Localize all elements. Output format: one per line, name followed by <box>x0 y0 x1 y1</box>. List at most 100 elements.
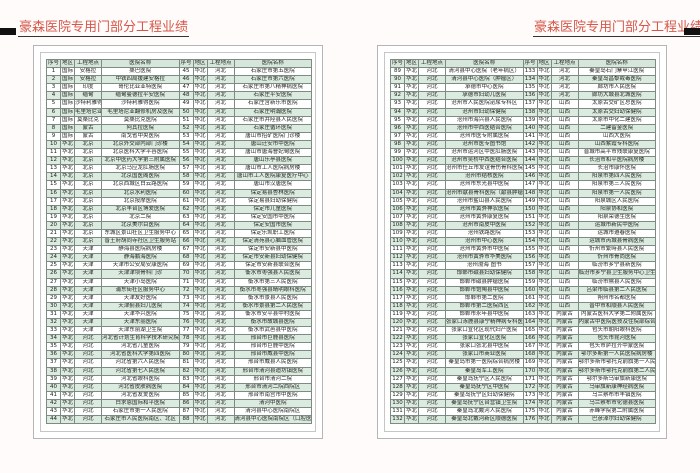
row-hospital-name: 沧州市中心医院 <box>445 237 524 247</box>
row-region: 华北 <box>192 398 208 409</box>
row-region: 华北 <box>192 342 208 352</box>
row-location: 内蒙古 <box>550 350 579 360</box>
row-location: 内蒙古 <box>550 398 579 409</box>
row-location: 天津 <box>74 317 102 328</box>
row-hospital-name: 中铁四局援建安格拉 <box>101 75 180 85</box>
row-hospital-name: 衡水市景县人民医院 <box>233 293 312 303</box>
row-number: 73 <box>178 293 194 303</box>
row-number: 84 <box>178 382 194 392</box>
table-row: 27 华北 天津 天津小岛医院 71 华北 河北 衡水市第三人民医院 <box>46 277 312 287</box>
row-hospital-name: 阳泉城区人民医院 <box>577 196 656 206</box>
row-hospital-name: 沧州市吴桥中西医结合医院 <box>445 156 524 166</box>
table-row: 40 华北 河北 河北省皮肤病医院 84 华北 河北 邢台市清河二院西院区 <box>46 382 312 392</box>
row-hospital-name: 唐山市汉唐医院 <box>233 180 312 190</box>
table-row: 37 华北 河北 河北省第六人民医院 81 华北 河北 邢台市威县人民医院 <box>46 358 312 368</box>
row-location: 山西 <box>550 172 579 182</box>
row-number: 81 <box>178 358 194 368</box>
table-row: 124 华北 河北 张家口市商业医院 168 华北 内蒙古 鄂尔多斯第一人民医院病房楼 <box>390 350 656 360</box>
row-region: 华北 <box>60 245 75 255</box>
row-hospital-name: 秦皇岛抚宁区中医院 <box>445 382 524 392</box>
row-hospital-name: 晋城市高平市残联康复医院 <box>577 148 656 158</box>
row-number: 44 <box>46 415 61 425</box>
row-location: 安格拉 <box>74 67 102 77</box>
row-hospital-name: 天津华兴医院 <box>101 309 180 320</box>
row-hospital-name: 南戈省中央医院 <box>101 131 180 141</box>
row-number: 91 <box>390 83 405 93</box>
row-location: 河北 <box>206 390 235 400</box>
row-number: 1 <box>46 67 61 77</box>
row-number: 120 <box>390 317 405 328</box>
row-location: 天津 <box>74 277 102 287</box>
document-page-left: 序号 地区 工程地点 医院名称 序号 地区 工程地点 医院名称 1 国际 安格拉 桑巴医院 45 华北 河北… <box>33 45 323 439</box>
header-hospital: 医院名称 <box>577 58 656 69</box>
row-hospital-name: 邢台市威县中医院 <box>233 350 312 360</box>
row-region: 华北 <box>60 261 75 271</box>
row-location: 河北 <box>418 285 446 295</box>
row-location: 内蒙古 <box>550 407 579 417</box>
row-hospital-name: 保定安国市中医院 <box>233 212 312 222</box>
row-location: 山西 <box>550 228 579 239</box>
row-hospital-name: 天津友好医院 <box>101 293 180 303</box>
row-region: 华北 <box>192 91 208 101</box>
row-number: 63 <box>178 212 194 222</box>
row-region: 华北 <box>536 212 552 222</box>
row-hospital-name: 河北省友爱医院 <box>101 390 180 400</box>
row-hospital-name: 石家庄明瀚医院 <box>233 107 312 117</box>
row-location: 北京 <box>74 156 102 166</box>
row-location: 河北 <box>418 374 446 384</box>
row-location: 北京 <box>74 220 102 230</box>
row-hospital-name: 河北省医科大学第四医院 <box>101 350 180 360</box>
row-location: 河北 <box>418 382 446 392</box>
row-location: 河北 <box>418 358 446 368</box>
table-row: 5 国际 沙特利雅得 沙特利雅得医院 49 华北 河北 石家庄含新乐市医院 <box>46 99 312 109</box>
row-hospital-name: 沧州市南皮中医院 <box>445 220 524 230</box>
row-hospital-name: 沧州市黄骅市华美医院 <box>445 253 524 263</box>
row-region: 华北 <box>404 245 419 255</box>
row-number: 43 <box>46 407 61 417</box>
row-region: 华北 <box>192 334 208 344</box>
row-location: 河北 <box>550 67 579 77</box>
row-location: 河北 <box>418 398 446 409</box>
row-location: 河北 <box>418 115 446 125</box>
row-region: 华北 <box>404 317 419 328</box>
row-number: 176 <box>522 415 538 425</box>
row-region: 华北 <box>60 228 75 239</box>
row-number: 102 <box>390 172 405 182</box>
row-hospital-name: 清河县中心医院（肿瘤区） <box>445 75 524 85</box>
row-hospital-name: 阿其拉医院 <box>101 123 180 133</box>
row-number: 19 <box>46 212 61 222</box>
row-hospital-name: 乌兰察布市丰镇医院 <box>577 390 656 400</box>
row-region: 国际 <box>60 123 75 133</box>
row-hospital-name: 邯郸市磁县肿瘤医院 <box>445 277 524 287</box>
row-number: 65 <box>178 228 194 239</box>
row-location: 天津 <box>74 269 102 279</box>
row-region: 华北 <box>536 309 552 320</box>
table-row: 127 华北 河北 秦皇岛抚宁区人民医院 171 华北 内蒙古 鄂尔多斯乌审旗新康医院 <box>390 374 656 384</box>
row-location: 河北 <box>74 398 102 409</box>
row-hospital-name: 桑巴医院 <box>101 67 180 77</box>
row-region: 华北 <box>60 326 75 336</box>
row-number: 105 <box>390 196 405 206</box>
row-region: 华北 <box>192 75 208 85</box>
table-row: 90 华北 河北 清河县中心医院（肿瘤区） 134 华北 河北 秦皇岛昌黎戒毒医院 <box>390 75 656 85</box>
row-hospital-name: 保定易县妇幼保健院 <box>233 196 312 206</box>
table-row: 120 华北 河北 张家口涿鹿县康宁精神病专科医院 164 华北 内蒙古 内蒙古中医院医技及住… <box>390 317 656 328</box>
row-number: 86 <box>178 398 194 409</box>
row-location: 河北 <box>418 253 446 263</box>
row-number: 128 <box>390 382 405 392</box>
row-location: 天津 <box>74 301 102 311</box>
row-number: 67 <box>178 245 194 255</box>
row-location: 河北 <box>206 407 235 417</box>
row-region: 华北 <box>60 204 75 214</box>
row-location: 河北 <box>74 374 102 384</box>
row-location: 蒙古 <box>74 131 102 141</box>
row-number: 10 <box>46 139 61 150</box>
row-number: 41 <box>46 390 61 400</box>
header-region: 地区 <box>536 58 552 69</box>
row-location: 河北 <box>418 91 446 101</box>
row-location: 河北 <box>418 317 446 328</box>
row-region: 华北 <box>60 188 75 198</box>
row-number: 23 <box>46 245 61 255</box>
table-row: 1 国际 安格拉 桑巴医院 45 华北 河北 石家庄市第五医院 <box>46 67 312 77</box>
row-location: 河北 <box>418 261 446 271</box>
